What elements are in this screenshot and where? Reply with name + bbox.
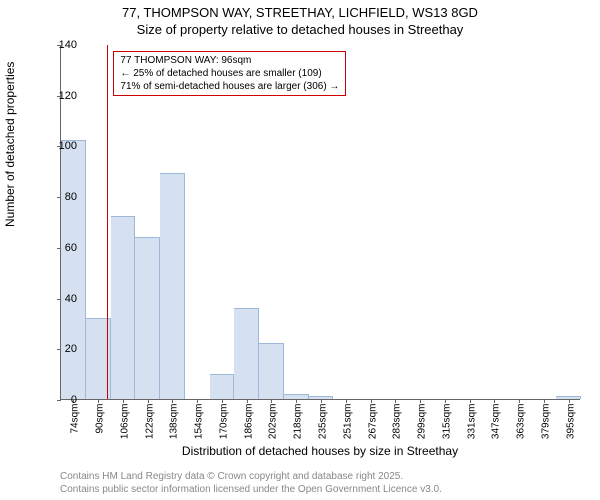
y-tick-label: 80 — [47, 191, 77, 203]
reference-line — [107, 45, 108, 399]
y-tick-label: 40 — [47, 293, 77, 305]
x-tick-mark — [420, 399, 421, 403]
x-tick-mark — [470, 399, 471, 403]
histogram-bar — [111, 216, 136, 399]
annotation-line3: 71% of semi-detached houses are larger (… — [120, 80, 339, 93]
x-tick-mark — [296, 399, 297, 403]
y-tick-label: 60 — [47, 242, 77, 254]
x-axis-label: Distribution of detached houses by size … — [60, 444, 580, 458]
histogram-bar — [234, 308, 259, 399]
y-tick-label: 20 — [47, 343, 77, 355]
x-tick-mark — [519, 399, 520, 403]
x-tick-mark — [197, 399, 198, 403]
x-tick-mark — [321, 399, 322, 403]
annotation-line2: ← 25% of detached houses are smaller (10… — [120, 67, 339, 80]
annotation-box: 77 THOMPSON WAY: 96sqm← 25% of detached … — [113, 51, 346, 96]
histogram-bar — [259, 343, 284, 399]
x-tick-mark — [172, 399, 173, 403]
x-tick-mark — [371, 399, 372, 403]
chart-title-line2: Size of property relative to detached ho… — [0, 22, 600, 37]
histogram-bar — [210, 374, 235, 399]
x-tick-mark — [569, 399, 570, 403]
x-tick-mark — [346, 399, 347, 403]
x-tick-mark — [271, 399, 272, 403]
x-tick-mark — [222, 399, 223, 403]
plot-area: 74sqm90sqm106sqm122sqm138sqm154sqm170sqm… — [60, 45, 580, 400]
x-tick-mark — [445, 399, 446, 403]
x-tick-mark — [395, 399, 396, 403]
x-tick-mark — [123, 399, 124, 403]
y-axis-label: Number of detached properties — [3, 62, 17, 227]
annotation-line1: 77 THOMPSON WAY: 96sqm — [120, 54, 339, 67]
x-tick-mark — [98, 399, 99, 403]
x-tick-mark — [247, 399, 248, 403]
histogram-bar — [135, 237, 160, 399]
footer-line1: Contains HM Land Registry data © Crown c… — [60, 471, 403, 482]
y-tick-label: 120 — [47, 90, 77, 102]
chart-title-line1: 77, THOMPSON WAY, STREETHAY, LICHFIELD, … — [0, 5, 600, 20]
y-tick-label: 100 — [47, 140, 77, 152]
chart-container: 77, THOMPSON WAY, STREETHAY, LICHFIELD, … — [0, 0, 600, 500]
x-tick-mark — [544, 399, 545, 403]
y-tick-label: 0 — [47, 394, 77, 406]
footer-line2: Contains public sector information licen… — [60, 484, 442, 495]
x-tick-mark — [148, 399, 149, 403]
y-tick-label: 140 — [47, 39, 77, 51]
histogram-bar — [61, 140, 86, 399]
x-tick-mark — [494, 399, 495, 403]
histogram-bar — [160, 173, 185, 399]
